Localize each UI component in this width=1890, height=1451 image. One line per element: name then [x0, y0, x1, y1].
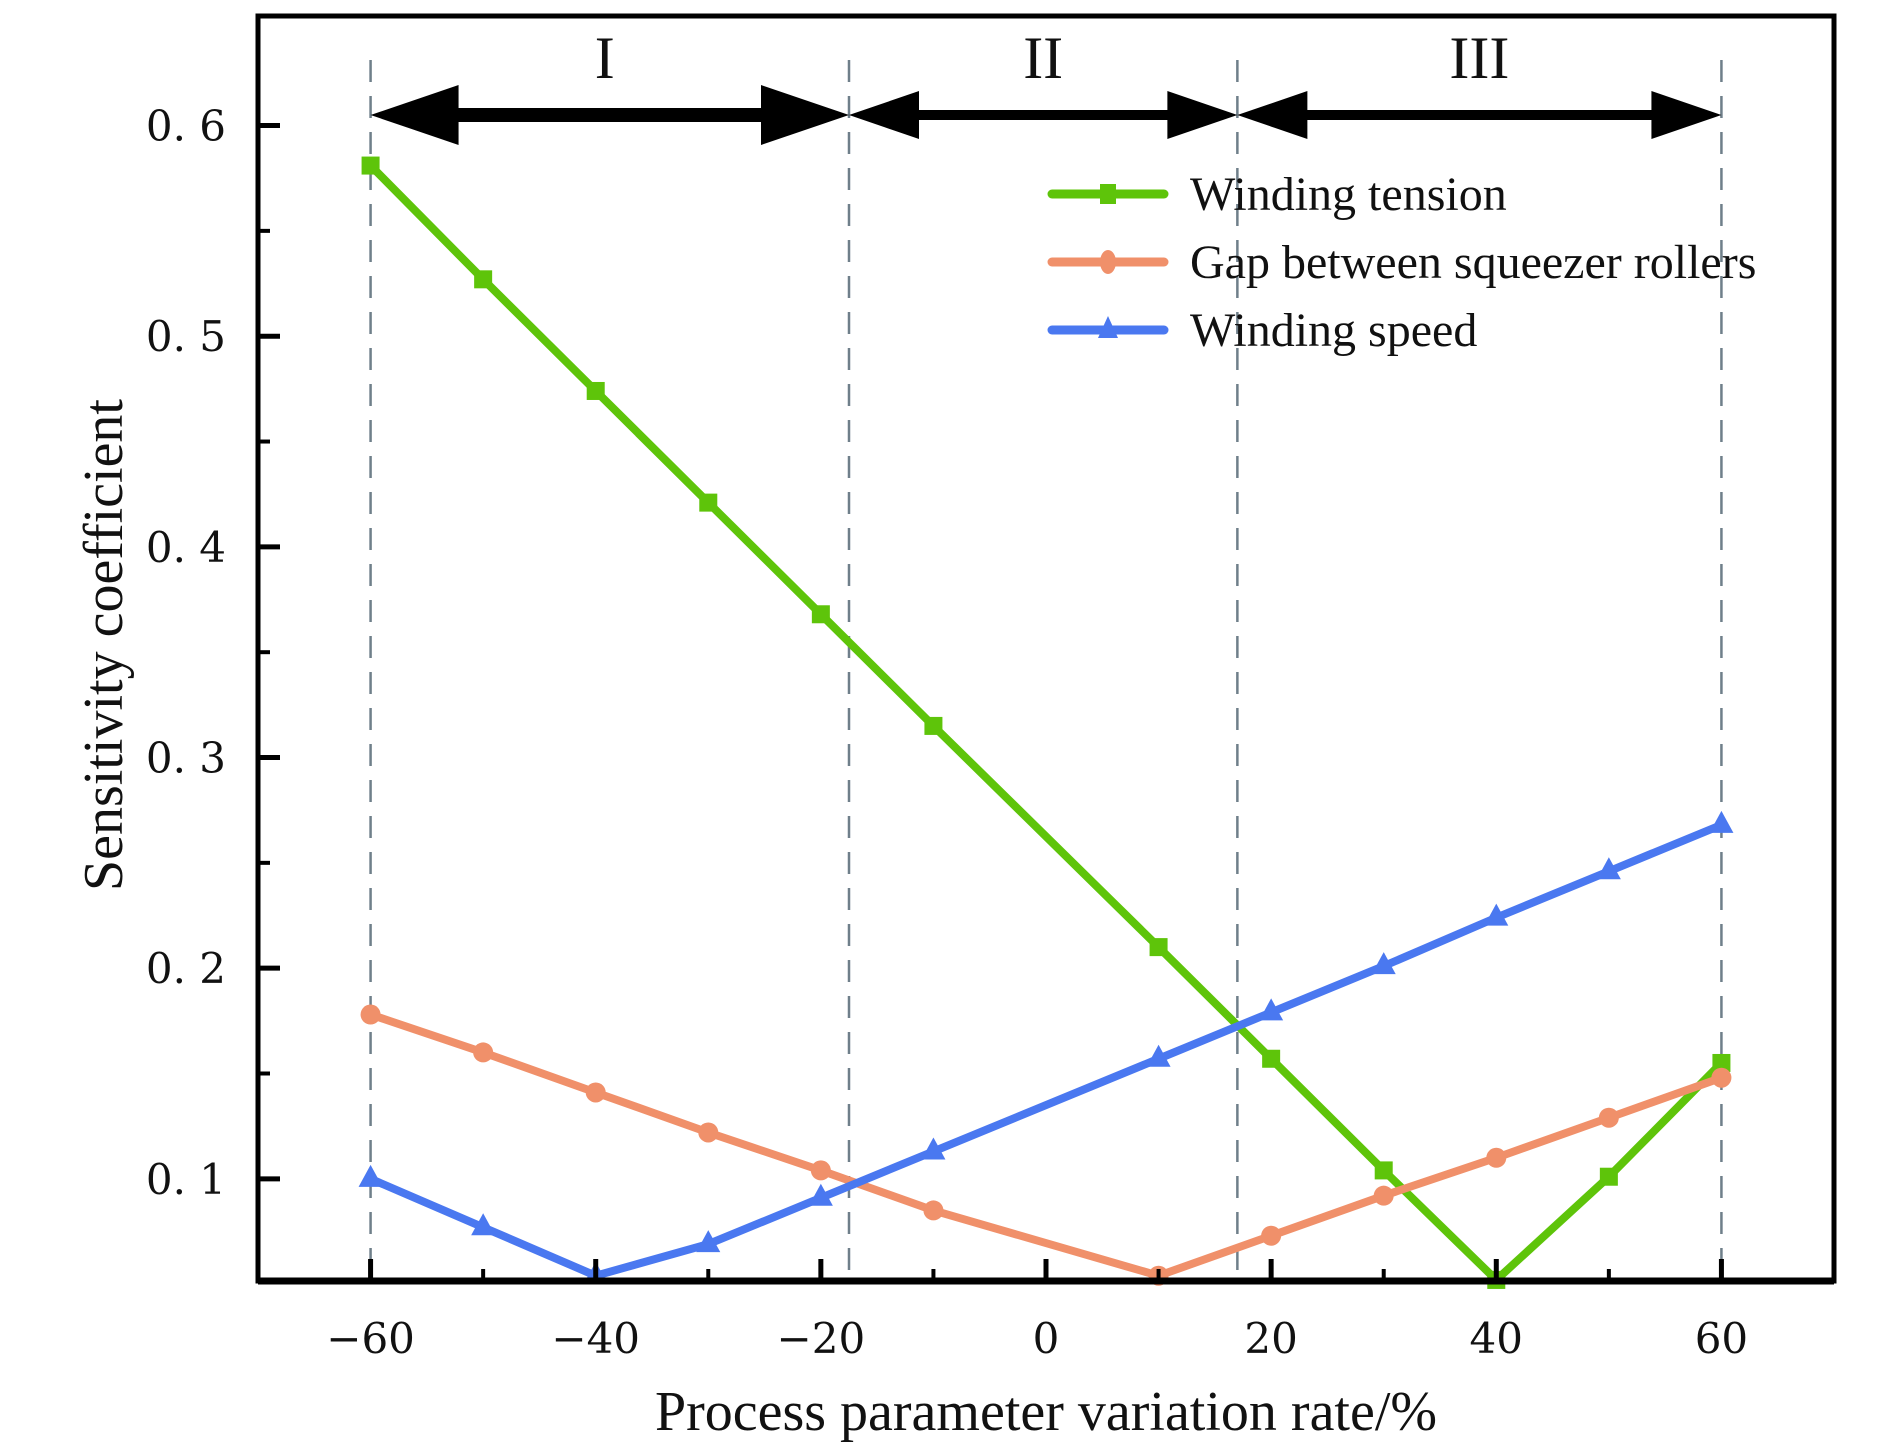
region-label: III	[1449, 25, 1509, 91]
data-point-triangle	[1596, 857, 1621, 880]
data-point-triangle	[1146, 1044, 1171, 1067]
region-label: I	[595, 25, 615, 91]
legend-square-marker	[1100, 184, 1116, 204]
x-tick-label: 60	[1695, 1314, 1748, 1363]
legend-label: Winding tension	[1190, 168, 1507, 221]
x-tick-label: −60	[326, 1314, 415, 1363]
data-point-square	[474, 270, 493, 289]
x-tick-label: 20	[1244, 1314, 1297, 1363]
legend-item: Gap between squeezer rollers	[1047, 236, 1756, 289]
data-point-triangle	[1259, 998, 1284, 1021]
data-point-square	[924, 716, 943, 735]
data-point-triangle	[921, 1137, 946, 1160]
series-line	[367, 162, 1725, 1286]
data-point-square	[586, 381, 605, 400]
series-line	[368, 821, 1723, 1280]
data-point-square	[1374, 1161, 1393, 1180]
y-axis-title: Sensitivity coefficient	[73, 399, 135, 891]
data-point-circle	[1261, 1225, 1282, 1246]
plot-frame	[255, 13, 1837, 1285]
y-tick-label: 0. 5	[146, 312, 226, 361]
arrow-head-right	[761, 85, 849, 146]
data-point-triangle	[696, 1230, 721, 1253]
data-point-square	[1149, 938, 1168, 957]
x-axis-title: Process parameter variation rate/%	[655, 1381, 1437, 1443]
data-point-triangle	[1709, 810, 1734, 833]
data-point-triangle	[1371, 952, 1396, 975]
data-point-square	[361, 156, 380, 175]
data-point-circle	[360, 1004, 381, 1025]
legend-item: Winding speed	[1047, 304, 1477, 357]
region-label: II	[1023, 25, 1063, 91]
series-gap-between-squeezer-rollers	[360, 1004, 1732, 1286]
arrow-head-right	[1167, 91, 1238, 140]
data-point-square	[1262, 1049, 1281, 1068]
y-axis-ticks: 0. 1 0. 2 0. 3 0. 4 0. 5 0. 6	[146, 102, 280, 1204]
series-line	[369, 1010, 1723, 1280]
arrow-head-right	[1651, 91, 1722, 140]
y-tick-label: 0. 2	[146, 944, 226, 993]
region-labels: I II III	[595, 25, 1510, 91]
series-winding-tension	[361, 156, 1731, 1289]
legend-item: Winding tension	[1047, 168, 1507, 221]
arrow-head-left	[370, 85, 459, 146]
y-tick-label: 0. 1	[146, 1155, 226, 1204]
data-point-circle	[585, 1082, 606, 1103]
legend-triangle-marker	[1098, 316, 1118, 338]
data-point-square	[699, 493, 718, 512]
data-point-circle	[1373, 1185, 1394, 1206]
legend: Winding tension Gap between squeezer roll…	[1047, 168, 1756, 357]
data-point-triangle	[471, 1213, 496, 1236]
data-point-circle	[1598, 1107, 1619, 1128]
data-point-circle	[923, 1200, 944, 1221]
x-tick-label: 40	[1470, 1314, 1523, 1363]
data-point-square	[1712, 1053, 1731, 1072]
legend-circle-marker	[1100, 250, 1116, 274]
data-series	[358, 156, 1734, 1289]
legend-label: Gap between squeezer rollers	[1190, 236, 1756, 289]
data-point-circle	[698, 1122, 719, 1143]
x-axis-ticks: −60 −40 −20 0 20 40 60	[326, 1259, 1748, 1363]
data-point-triangle	[1484, 903, 1509, 926]
plot-border	[255, 13, 1837, 1284]
data-point-circle	[1486, 1147, 1507, 1168]
y-tick-label: 0. 6	[146, 102, 226, 151]
data-point-triangle	[808, 1183, 833, 1206]
legend-label: Winding speed	[1190, 304, 1477, 357]
arrow-head-left	[1237, 91, 1308, 140]
y-tick-label: 0. 4	[146, 523, 226, 572]
data-point-circle	[473, 1042, 494, 1063]
data-point-square	[811, 605, 830, 624]
x-tick-label: −20	[777, 1314, 866, 1363]
data-point-square	[1599, 1167, 1618, 1186]
x-tick-label: 0	[1033, 1314, 1060, 1363]
data-point-triangle	[358, 1164, 383, 1187]
arrow-head-left	[849, 91, 919, 140]
x-tick-label: −40	[551, 1314, 640, 1363]
region-arrows	[370, 85, 1722, 146]
y-tick-label: 0. 3	[146, 734, 226, 783]
series-winding-speed	[358, 810, 1734, 1284]
data-point-circle	[810, 1160, 831, 1181]
data-point-circle	[1711, 1067, 1732, 1088]
